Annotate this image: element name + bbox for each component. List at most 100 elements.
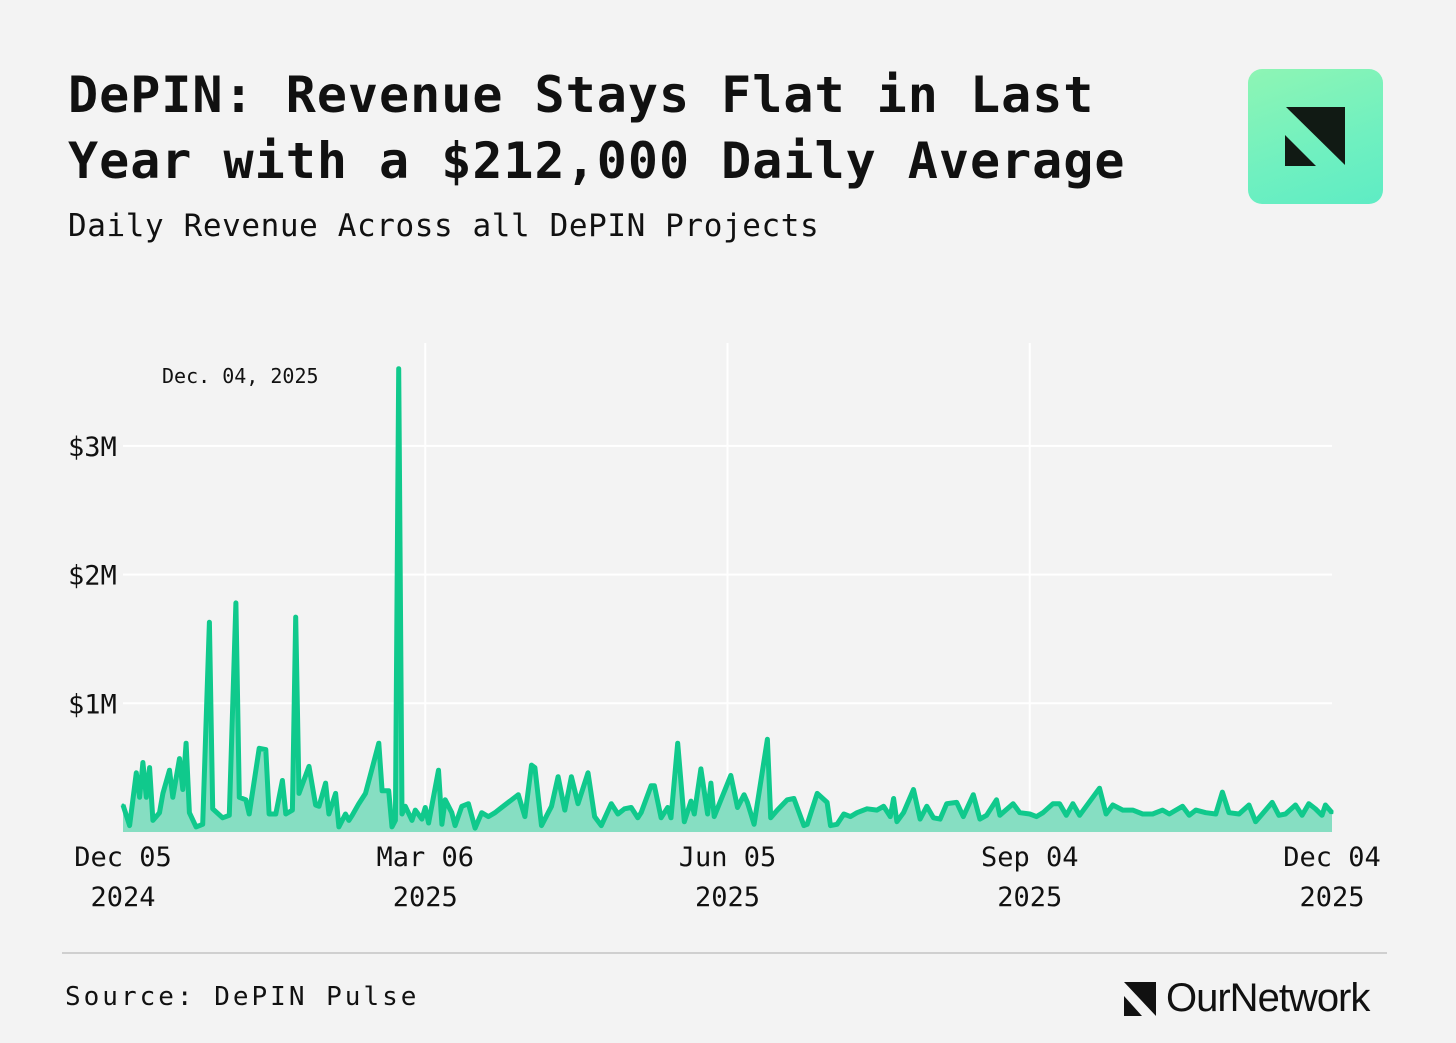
data-point xyxy=(802,824,806,828)
data-point xyxy=(825,800,829,804)
data-point xyxy=(888,815,892,819)
data-point xyxy=(882,804,886,808)
data-point xyxy=(1227,811,1231,815)
data-point xyxy=(599,824,603,828)
data-point xyxy=(1330,811,1334,815)
data-point xyxy=(297,791,301,795)
data-point xyxy=(586,771,590,775)
data-point xyxy=(985,813,989,817)
data-point xyxy=(925,804,929,808)
data-point xyxy=(148,766,152,770)
data-point xyxy=(1204,811,1208,815)
data-point xyxy=(709,781,713,785)
chart-title-rest: Revenue Stays Flat in Last Year with a $… xyxy=(68,66,1126,190)
data-point xyxy=(181,788,185,792)
x-tick-year: 2025 xyxy=(997,882,1062,913)
data-point xyxy=(257,746,261,750)
data-point xyxy=(187,811,191,815)
data-point xyxy=(636,816,640,820)
data-point xyxy=(247,812,251,816)
data-point xyxy=(294,615,298,619)
data-point xyxy=(1011,802,1015,806)
data-point xyxy=(828,824,832,828)
data-point xyxy=(995,798,999,802)
data-point xyxy=(134,771,138,775)
data-point xyxy=(616,812,620,816)
data-point xyxy=(453,824,457,828)
y-tick-label: $1M xyxy=(68,689,117,720)
data-point xyxy=(792,797,796,801)
data-point xyxy=(234,601,238,605)
data-point xyxy=(649,784,653,788)
data-point xyxy=(1141,812,1145,816)
data-point xyxy=(530,763,534,767)
data-point xyxy=(486,815,490,819)
data-point xyxy=(151,818,155,822)
data-point xyxy=(317,804,321,808)
data-point xyxy=(955,800,959,804)
data-point xyxy=(201,822,205,826)
data-point xyxy=(237,795,241,799)
data-point xyxy=(363,791,367,795)
data-point xyxy=(1300,813,1304,817)
data-point xyxy=(540,824,543,828)
data-point xyxy=(699,767,703,771)
footer-divider xyxy=(62,952,1387,954)
data-point xyxy=(516,793,520,797)
data-point xyxy=(1028,812,1032,816)
data-point xyxy=(1121,808,1125,812)
data-point xyxy=(1111,803,1115,807)
x-tick-label: Mar 06 xyxy=(376,842,474,873)
chart-subtitle: Daily Revenue Across all DePIN Projects xyxy=(68,208,820,244)
data-point xyxy=(168,768,171,772)
data-point xyxy=(387,789,391,793)
data-point xyxy=(284,812,288,816)
data-point xyxy=(729,773,733,777)
source-note: Source: DePIN Pulse xyxy=(65,982,420,1012)
revenue-area-chart: $1M $2M $3M Dec 05 2024 Mar 06 2025 Jun 05 2025… xyxy=(68,343,1381,913)
data-point xyxy=(735,806,739,810)
data-point xyxy=(623,807,627,811)
data-point xyxy=(902,811,906,815)
data-point xyxy=(393,818,397,822)
data-point xyxy=(390,825,394,829)
data-point xyxy=(397,367,401,371)
data-point xyxy=(357,802,361,806)
data-point xyxy=(403,804,407,808)
data-point xyxy=(938,817,942,821)
ournetwork-logo-icon xyxy=(1248,69,1383,204)
hover-date-annotation: Dec. 04, 2025 xyxy=(162,364,319,388)
y-axis-ticks: $1M $2M $3M xyxy=(68,432,117,720)
data-point xyxy=(1018,811,1022,815)
data-point xyxy=(440,822,444,826)
data-point xyxy=(1064,813,1068,817)
data-point xyxy=(533,766,537,770)
data-point xyxy=(1174,808,1178,812)
x-tick-label: Dec 05 xyxy=(74,842,172,873)
data-point xyxy=(1181,804,1185,808)
data-point xyxy=(805,822,809,826)
data-point xyxy=(971,793,975,797)
data-point xyxy=(347,818,351,822)
data-point xyxy=(945,802,949,806)
data-point xyxy=(669,816,673,820)
data-point xyxy=(327,812,331,816)
data-point xyxy=(1313,807,1317,811)
y-tick-label: $3M xyxy=(68,432,117,463)
data-point xyxy=(1058,802,1062,806)
data-point xyxy=(473,826,477,830)
data-point xyxy=(307,764,311,768)
data-point xyxy=(161,791,165,795)
data-point xyxy=(410,818,414,822)
data-point xyxy=(1254,820,1258,824)
data-point xyxy=(742,793,746,797)
data-point xyxy=(961,815,965,819)
data-point xyxy=(855,811,859,815)
data-point xyxy=(280,779,284,783)
data-point xyxy=(207,620,211,624)
data-point xyxy=(334,791,338,795)
data-point xyxy=(689,799,693,803)
data-point xyxy=(835,822,839,826)
data-point xyxy=(1284,812,1287,816)
x-tick-year: 2025 xyxy=(695,882,760,913)
